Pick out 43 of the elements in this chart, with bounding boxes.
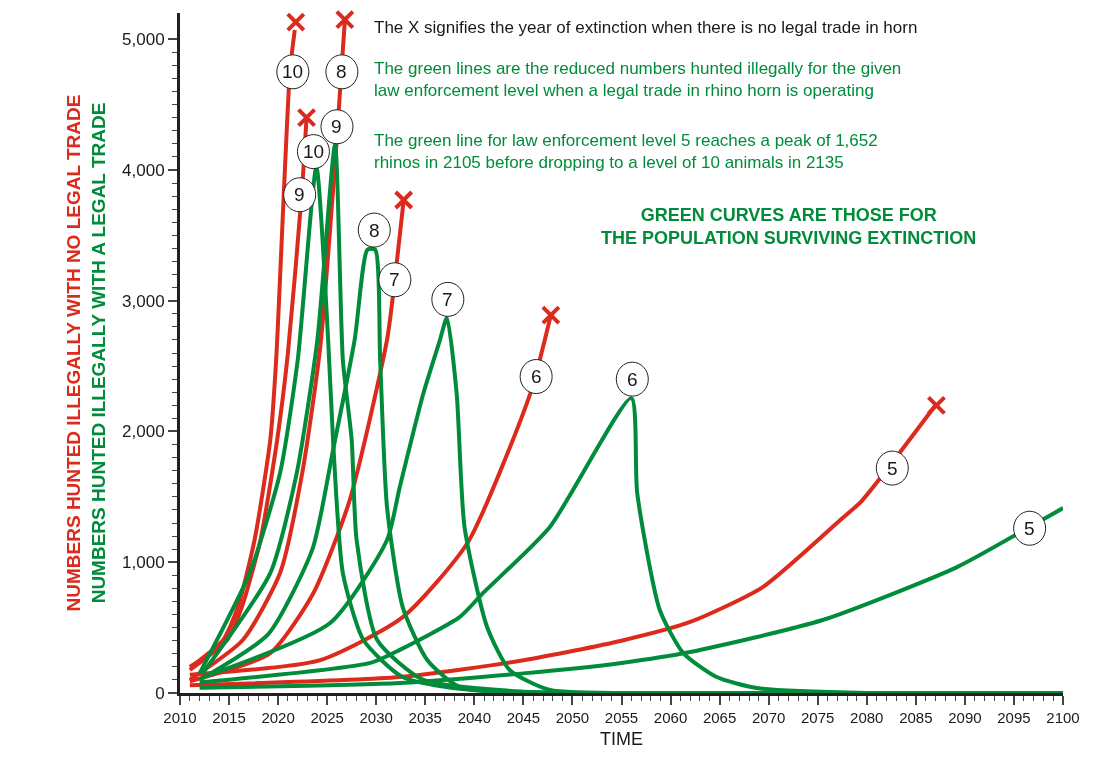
y-tick-label: 5,000 <box>122 30 165 50</box>
x-tick-label: 2060 <box>653 709 688 726</box>
annotation: 7 <box>389 269 400 290</box>
annotation: 8 <box>369 220 380 241</box>
annotation: 5 <box>887 458 898 479</box>
y-tick-label: 0 <box>155 683 165 703</box>
annotation: 5 <box>1024 518 1035 539</box>
annotation: GREEN CURVES ARE THOSE FOR THE POPULATION SURVIVING EXTINCTION <box>601 205 977 249</box>
x-tick-label: 2100 <box>1046 709 1080 726</box>
x-tick-label: 2050 <box>555 709 590 726</box>
x-tick-label: 2020 <box>261 709 295 726</box>
x-tick-label: 2025 <box>310 709 344 726</box>
x-tick-label: 2070 <box>751 709 786 726</box>
x-tick-label: 2080 <box>850 709 884 726</box>
annotation: 6 <box>531 366 542 387</box>
y-tick-label: 3,000 <box>122 291 165 311</box>
annotation: 7 <box>442 289 453 310</box>
annotation: 9 <box>331 116 342 137</box>
x-axis-title: TIME <box>600 729 643 750</box>
annotation: The green line for law enforcement level 5 reaches a peak of 1,652 rhinos in 2105 before dropping to a level of 10 animals in 2135 <box>374 131 878 173</box>
y-axis-title: NUMBERS HUNTED ILLEGALLY WITH NO LEGAL TRADE NUMBERS HUNTED ILLEGALLY WITH A LEGAL TRADE <box>63 94 109 612</box>
x-tick-label: 2055 <box>604 709 639 726</box>
x-tick-label: 2075 <box>801 709 835 726</box>
annotation: 6 <box>627 369 638 390</box>
x-tick-label: 2040 <box>457 709 492 726</box>
x-tick-label: 2010 <box>163 709 197 726</box>
x-tick-label: 2095 <box>997 709 1031 726</box>
annotation: 9 <box>294 184 305 205</box>
annotation: The X signifies the year of extinction when there is no legal trade in horn <box>374 18 918 37</box>
x-tick-label: 2035 <box>408 709 442 726</box>
annotation: The green lines are the reduced numbers hunted illegally for the given law enforcement level when a legal trade in rhino horn is operating <box>374 59 902 101</box>
x-tick-label: 2065 <box>702 709 737 726</box>
annotation: 8 <box>336 61 347 82</box>
y-tick-label: 4,000 <box>122 160 165 180</box>
x-tick-label: 2030 <box>359 709 393 726</box>
annotation: 10 <box>303 141 325 162</box>
x-tick-label: 2090 <box>948 709 982 726</box>
annotation: 10 <box>282 61 304 82</box>
y-tick-label: 1,000 <box>122 553 165 573</box>
x-tick-label: 2015 <box>212 709 246 726</box>
y-tick-label: 2,000 <box>122 422 165 442</box>
x-tick-label: 2085 <box>899 709 933 726</box>
x-tick-label: 2045 <box>506 709 541 726</box>
